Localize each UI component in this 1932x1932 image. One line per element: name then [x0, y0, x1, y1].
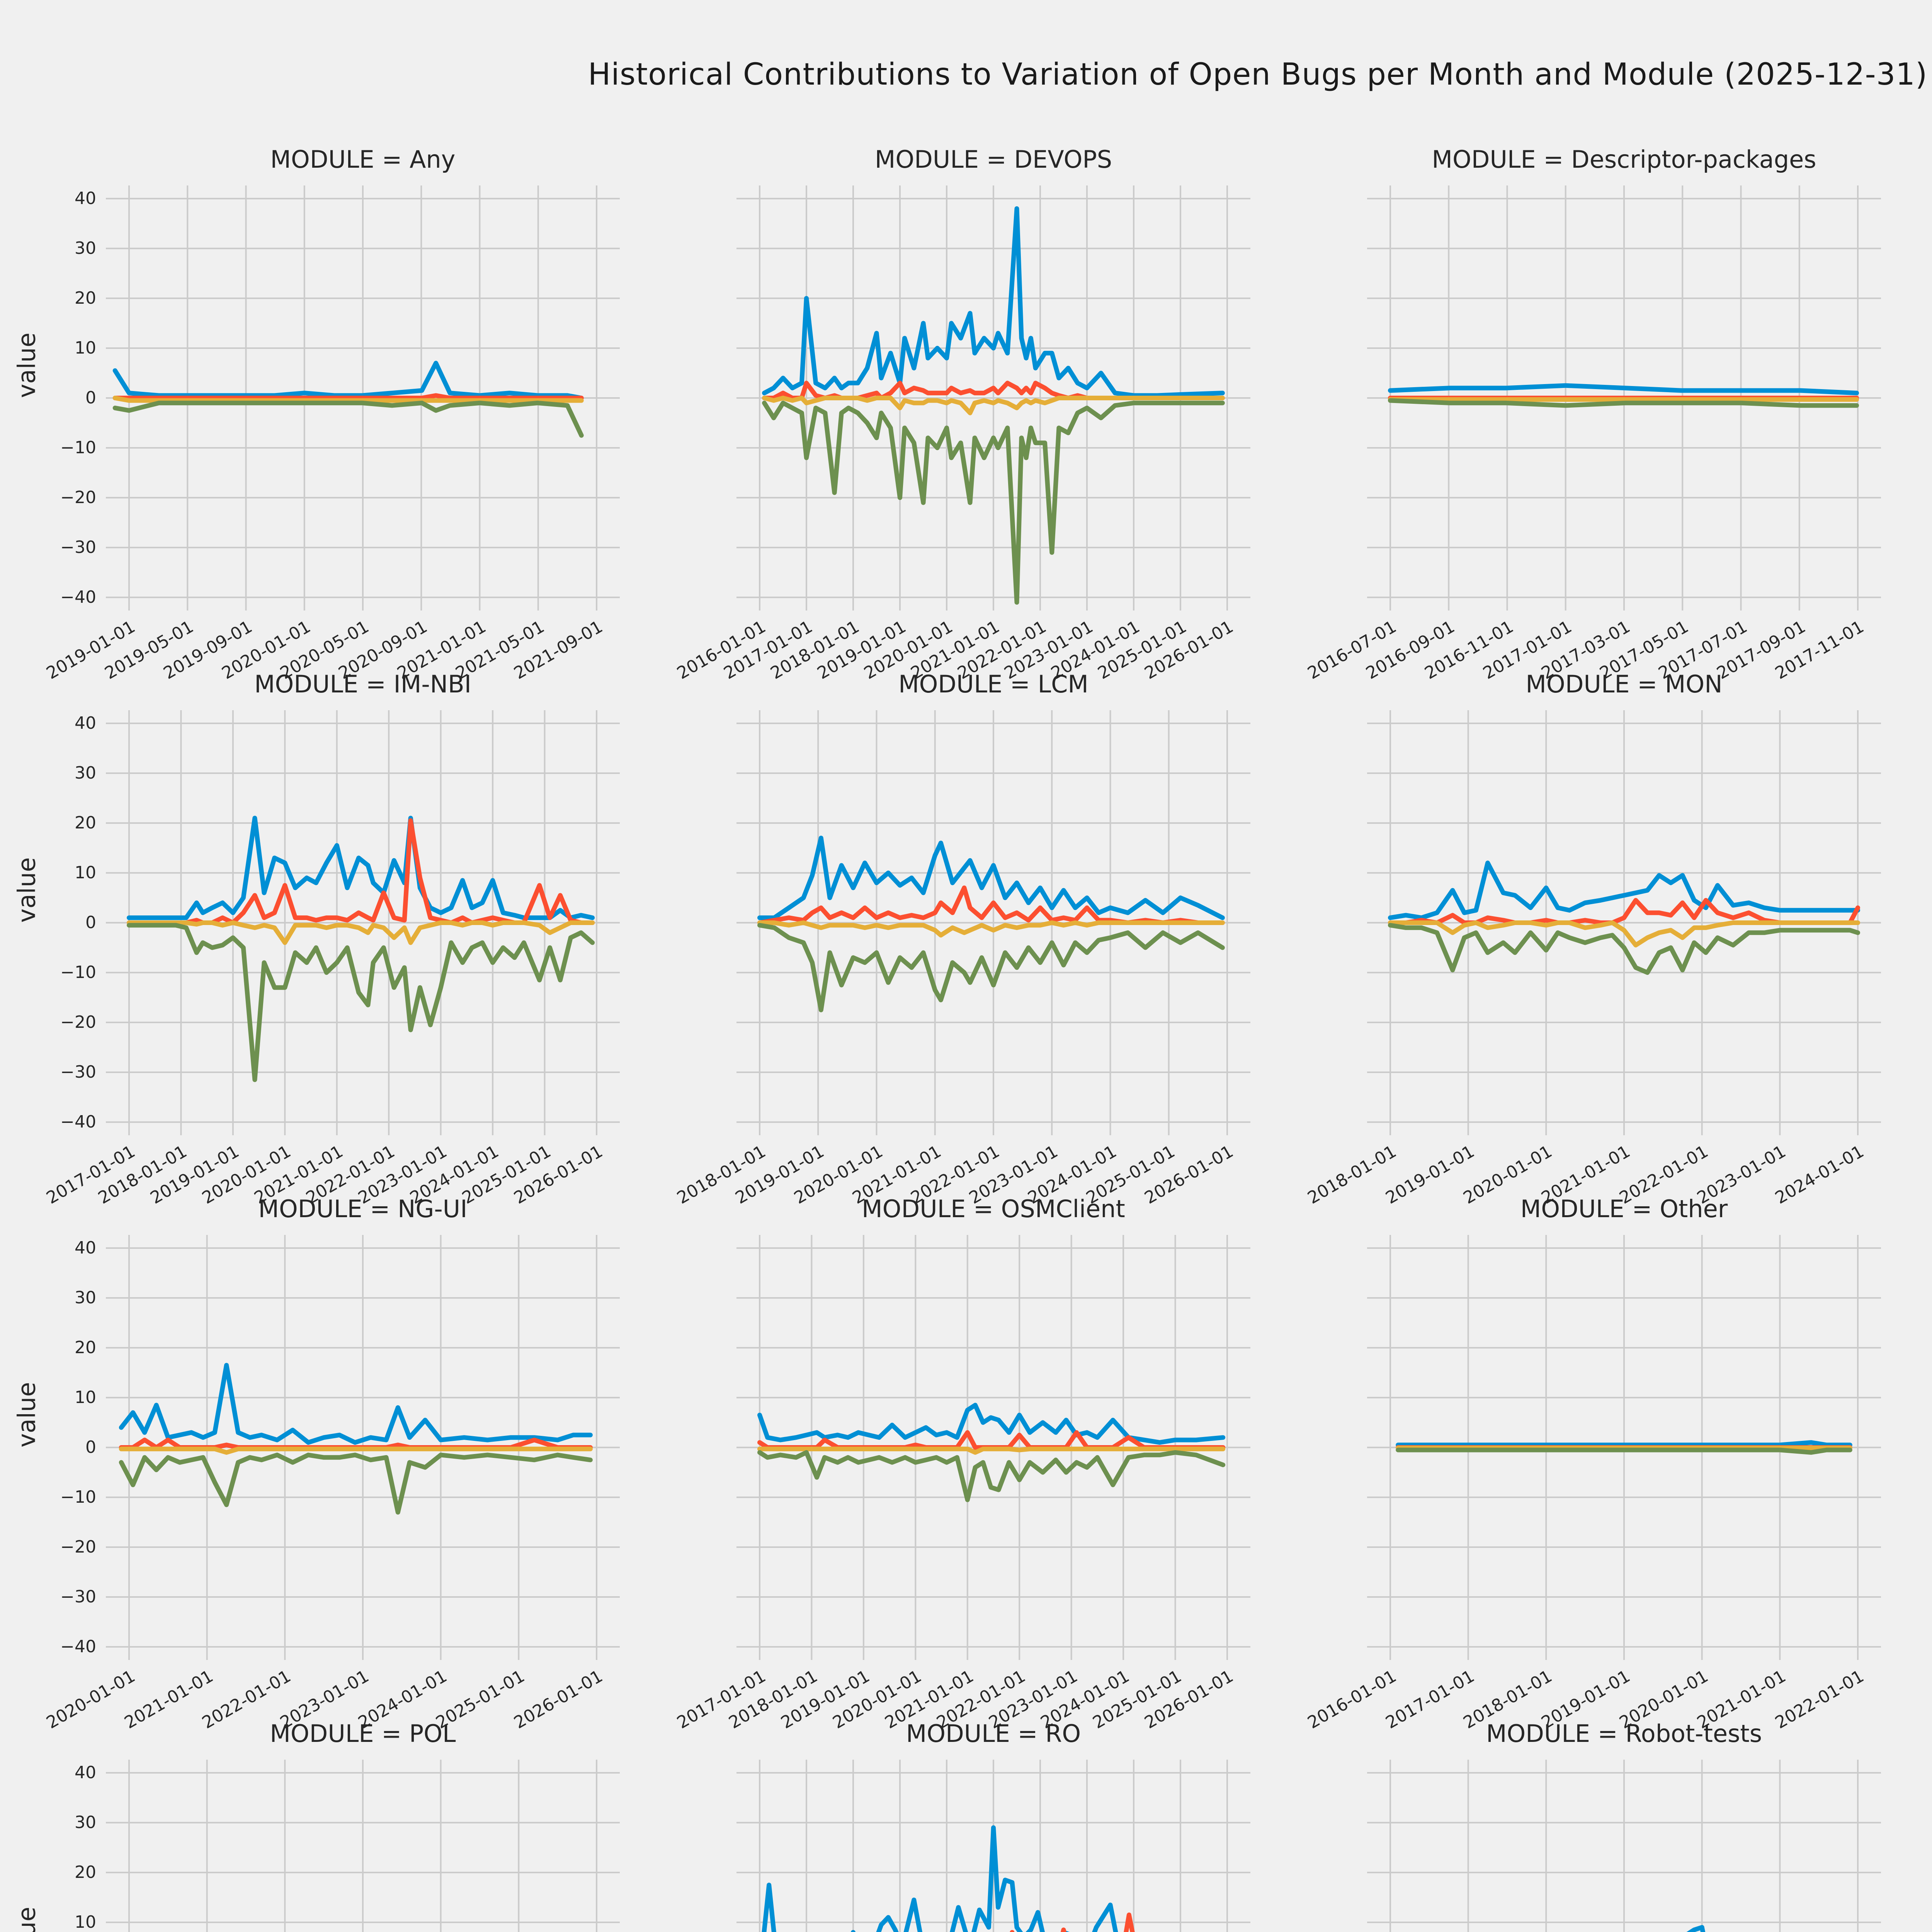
facet-title: MODULE = RO	[906, 1719, 1081, 1748]
y-tick-label: 0	[85, 1437, 96, 1457]
y-tick-label: 30	[75, 1288, 96, 1308]
series-line-closed	[762, 400, 1225, 605]
series-line-opened	[762, 1825, 1118, 1932]
series-line-closed	[112, 400, 584, 438]
y-tick-label: −10	[60, 1487, 96, 1507]
y-tick-label: −20	[60, 488, 96, 507]
series-line-closed	[757, 923, 1225, 1012]
plot-area	[736, 710, 1250, 1135]
series-line-opened	[127, 816, 595, 920]
y-tick-label: −10	[60, 438, 96, 457]
plot-area	[1367, 710, 1881, 1135]
figure-title: Historical Contributions to Variation of…	[588, 57, 1928, 92]
facet-panel-other: MODULE = Other 2016-01-01 2017-01-01 2018-0…	[1304, 1195, 1881, 1733]
series-line-false_closed	[119, 1446, 593, 1455]
series-line-opened	[757, 835, 1225, 920]
y-tick-label: 40	[75, 1763, 96, 1782]
facet-panel-mon: MODULE = MON 2018-01-01 2019-01-01 2020-01-…	[1304, 670, 1881, 1208]
facet-panel-any: MODULE = Any 2019-01-01 2019-05-01 2019-09-…	[13, 145, 620, 683]
series-line-reopened	[112, 393, 584, 400]
y-tick-label: 20	[75, 288, 96, 308]
y-tick-label: 30	[75, 1813, 96, 1832]
y-tick-label: −40	[60, 587, 96, 607]
y-tick-label: −40	[60, 1637, 96, 1656]
facet-panel-osmclient: MODULE = OSMClient 2017-01-01 2018-01-01 20…	[674, 1195, 1250, 1733]
facet-title: MODULE = OSMClient	[862, 1195, 1125, 1223]
y-tick-label: −20	[60, 1012, 96, 1032]
plot-area	[106, 1760, 620, 1932]
y-tick-label: 10	[75, 1912, 96, 1932]
facet-panel-ro: MODULE = RO2016-01-012017-01-012018-01-0…	[736, 1719, 1250, 1932]
y-tick-label: 20	[75, 813, 96, 833]
series-line-closed	[127, 923, 595, 1082]
facet-panel-lcm: MODULE = LCM 2018-01-01 2019-01-01 2020-01-…	[674, 670, 1250, 1208]
y-tick-label: 10	[75, 863, 96, 883]
plot-area	[736, 1760, 1250, 1932]
plot-area	[736, 1235, 1250, 1660]
y-tick-label: 0	[85, 388, 96, 408]
series-line-false_closed	[757, 1446, 1226, 1455]
facet-panel-descriptor-packages: MODULE = Descriptor-packages 2016-07-01 20…	[1304, 145, 1881, 683]
y-tick-label: 40	[75, 189, 96, 208]
y-tick-label: −30	[60, 1587, 96, 1607]
facet-title: MODULE = DEVOPS	[874, 145, 1112, 173]
series-line-opened	[1388, 383, 1859, 396]
series-line-opened	[1388, 861, 1860, 920]
series-line-closed	[1388, 923, 1860, 975]
series-line-reopened	[757, 885, 1225, 925]
series-line-opened	[112, 361, 584, 400]
y-tick-label: 30	[75, 238, 96, 258]
y-tick-label: −30	[60, 1062, 96, 1082]
y-tick-label: 20	[75, 1862, 96, 1882]
facet-panel-devops: MODULE = DEVOPS 2016-01-01 2017-01-01 2018-…	[674, 145, 1250, 683]
series-line-opened	[762, 206, 1225, 398]
series-line-false_closed	[127, 920, 595, 945]
y-tick-label: −40	[60, 1112, 96, 1132]
plot-area	[106, 710, 620, 1135]
facet-title: MODULE = Descriptor-packages	[1432, 145, 1816, 173]
facet-title: MODULE = POL	[270, 1719, 456, 1748]
series-line-opened	[119, 1363, 593, 1445]
facet-panel-pol: MODULE = POL2018-01-012019-01-012020-01-…	[13, 1719, 620, 1932]
y-tick-label: 0	[85, 913, 96, 932]
facet-panel-robot-tests: MODULE = Robot-tests2020-01-012021-01-01…	[1367, 1719, 1881, 1932]
plot-area	[106, 185, 620, 611]
y-tick-label: 40	[75, 713, 96, 733]
series-line-opened	[1396, 1440, 1852, 1447]
facet-panel-ng-ui: MODULE = NG-UI 2020-01-01 2021-01-01 2022-0…	[13, 1195, 620, 1733]
series-line-false_closed	[757, 920, 1225, 938]
plot-area	[736, 185, 1250, 611]
facet-title: MODULE = IM-NBI	[254, 670, 471, 698]
y-tick-label: −30	[60, 537, 96, 557]
plot-area	[106, 1235, 620, 1660]
y-tick-label: 20	[75, 1338, 96, 1357]
y-tick-label: 10	[75, 338, 96, 358]
series-line-closed	[119, 1452, 593, 1515]
facet-panel-im-nbi: MODULE = IM-NBI 2017-01-01 2018-01-01 2019-…	[13, 670, 620, 1208]
y-tick-label: −10	[60, 963, 96, 982]
facet-title: MODULE = LCM	[898, 670, 1088, 698]
series-line-closed	[1388, 398, 1859, 408]
series-line-false_closed	[762, 396, 1225, 415]
y-tick-label: 10	[75, 1388, 96, 1407]
series-line-closed	[1396, 1447, 1852, 1455]
facet-title: MODULE = Other	[1520, 1195, 1728, 1223]
facet-title: MODULE = Any	[270, 145, 456, 173]
series-line-closed	[757, 1450, 1226, 1502]
series-line-false_closed	[1388, 920, 1860, 947]
plot-area	[1367, 1235, 1881, 1660]
series-line-false_closed	[112, 396, 584, 403]
plot-area	[1367, 185, 1881, 611]
facet-title: MODULE = MON	[1526, 670, 1723, 698]
series-line-opened	[757, 1403, 1226, 1445]
y-tick-label: −20	[60, 1537, 96, 1557]
plot-area	[1367, 1760, 1881, 1932]
facet-title: MODULE = Robot-tests	[1486, 1719, 1762, 1748]
facet-title: MODULE = NG-UI	[258, 1195, 468, 1223]
y-tick-label: 30	[75, 763, 96, 783]
y-tick-label: 40	[75, 1238, 96, 1258]
